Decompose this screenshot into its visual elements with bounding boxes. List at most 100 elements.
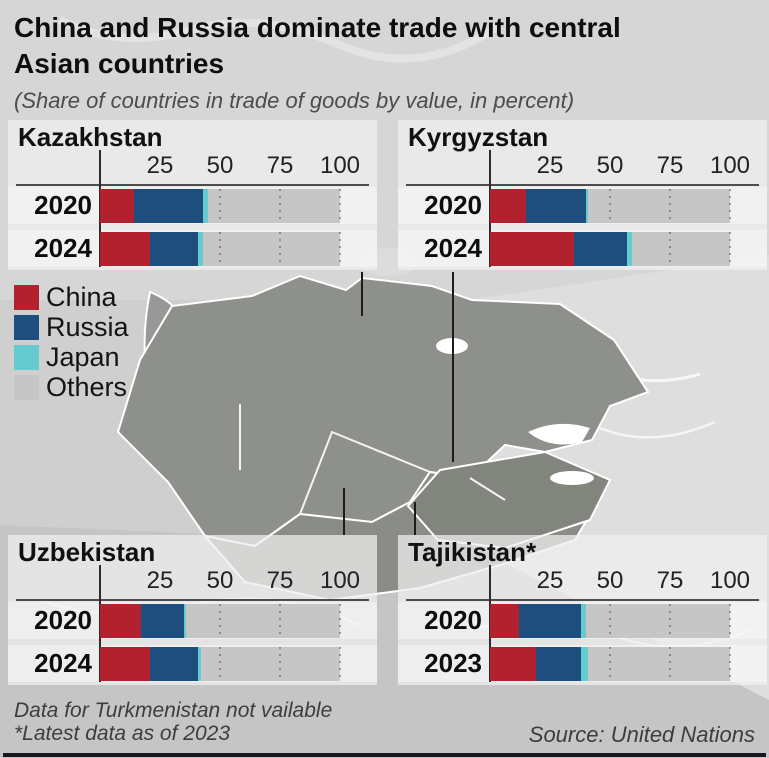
gridline xyxy=(279,231,281,266)
legend-label: Others xyxy=(46,372,128,402)
bar-segment-japan xyxy=(581,646,589,681)
axis-ticks: 25 50 75 100 xyxy=(8,152,377,182)
axis-tick-label: 75 xyxy=(266,567,294,594)
bar-segment-russia xyxy=(140,603,184,638)
axis-line xyxy=(406,184,759,186)
chart-row-2024: 2024 xyxy=(398,230,767,267)
bar-segment-japan xyxy=(586,188,589,223)
legend-swatch-japan xyxy=(14,345,39,370)
year-label: 2023 xyxy=(424,648,482,678)
gridline xyxy=(339,231,341,266)
bar-track xyxy=(100,231,341,266)
bar-track xyxy=(100,603,341,638)
axis-line xyxy=(16,184,369,186)
gridline xyxy=(729,646,731,681)
gridline xyxy=(219,188,221,223)
gridline xyxy=(669,188,671,223)
gridline xyxy=(729,231,731,266)
chart-row-2023: 2023 xyxy=(398,645,767,682)
gridline xyxy=(219,231,221,266)
bar-segment-russia xyxy=(574,231,627,266)
bar-segment-japan xyxy=(203,188,208,223)
legend-item-china: China xyxy=(14,284,129,311)
chart-panel-tajikistan: Tajikistan* 25 50 75 100 2020 2023 xyxy=(398,535,767,685)
bar-track xyxy=(490,188,731,223)
bar-segment-japan xyxy=(626,231,632,266)
bar-segment-russia xyxy=(526,188,586,223)
chart-panel-kazakhstan: Kazakhstan 25 50 75 100 2020 2024 xyxy=(8,120,377,270)
axis-tick-label: 100 xyxy=(319,567,361,594)
axis-tick-label: 25 xyxy=(146,567,174,594)
chart-row-2024: 2024 xyxy=(8,645,377,682)
gridline xyxy=(609,188,611,223)
chart-title: Kazakhstan xyxy=(18,122,163,152)
year-label: 2024 xyxy=(34,233,92,263)
year-label: 2020 xyxy=(424,190,482,220)
gridline xyxy=(279,188,281,223)
axis-tick-label: 100 xyxy=(709,567,751,594)
chart-rows: 2020 2024 xyxy=(398,187,767,273)
gridline xyxy=(729,188,731,223)
chart-rows: 2020 2024 xyxy=(8,602,377,688)
year-label: 2020 xyxy=(424,605,482,635)
gridline xyxy=(339,646,341,681)
leader-line-uzbekistan xyxy=(343,488,345,535)
chart-row-2020: 2020 xyxy=(398,602,767,639)
bar-track xyxy=(100,188,341,223)
bar-segment-japan xyxy=(198,646,201,681)
leader-line-tajikistan xyxy=(414,502,416,535)
gridline xyxy=(669,646,671,681)
bar-segment-japan xyxy=(183,603,187,638)
bar-track xyxy=(490,231,731,266)
year-label: 2020 xyxy=(34,605,92,635)
footnote-latest-data: *Latest data as of 2023 xyxy=(14,722,230,745)
axis-tick-label: 25 xyxy=(536,152,564,179)
leader-line-kyrgyzstan xyxy=(452,272,454,462)
axis-tick-label: 50 xyxy=(596,152,624,179)
axis-tick-label: 75 xyxy=(266,152,294,179)
legend-item-russia: Russia xyxy=(14,314,129,341)
header: China and Russia dominate trade with cen… xyxy=(14,10,704,114)
bar-segment-china xyxy=(490,188,526,223)
axis-tick-label: 75 xyxy=(656,567,684,594)
chart-rows: 2020 2023 xyxy=(398,602,767,688)
chart-title: Tajikistan* xyxy=(408,537,537,567)
legend-item-others: Others xyxy=(14,374,129,401)
chart-rows: 2020 2024 xyxy=(8,187,377,273)
bar-segment-japan xyxy=(198,231,204,266)
gridline xyxy=(339,603,341,638)
year-label: 2024 xyxy=(424,233,482,263)
page-title: China and Russia dominate trade with cen… xyxy=(14,12,621,79)
gridline xyxy=(219,646,221,681)
leader-line-kazakhstan xyxy=(361,272,363,316)
axis-tick-label: 50 xyxy=(206,567,234,594)
gridline xyxy=(609,646,611,681)
axis-line xyxy=(406,599,759,601)
axis-ticks: 25 50 75 100 xyxy=(398,152,767,182)
chart-panel-kyrgyzstan: Kyrgyzstan 25 50 75 100 2020 2024 xyxy=(398,120,767,270)
legend-label: China xyxy=(46,282,117,312)
bar-segment-china xyxy=(100,603,141,638)
axis-tick-label: 50 xyxy=(206,152,234,179)
bar-segment-russia xyxy=(150,646,199,681)
bar-track xyxy=(490,646,731,681)
axis-tick-label: 75 xyxy=(656,152,684,179)
chart-title: Uzbekistan xyxy=(18,537,156,567)
bar-segment-china xyxy=(490,646,536,681)
gridline xyxy=(279,603,281,638)
chart-panel-uzbekistan: Uzbekistan 25 50 75 100 2020 2024 xyxy=(8,535,377,685)
axis-ticks: 25 50 75 100 xyxy=(8,567,377,597)
legend-item-japan: Japan xyxy=(14,344,129,371)
page-subtitle: (Share of countries in trade of goods by… xyxy=(14,88,575,114)
axis-tick-label: 100 xyxy=(319,152,361,179)
gridline xyxy=(279,646,281,681)
gridline xyxy=(339,188,341,223)
gridline xyxy=(669,231,671,266)
gridline xyxy=(669,603,671,638)
legend-swatch-china xyxy=(14,285,39,310)
bar-track xyxy=(100,646,341,681)
axis-tick-label: 50 xyxy=(596,567,624,594)
chart-row-2020: 2020 xyxy=(398,187,767,224)
bottom-bar xyxy=(3,753,766,757)
